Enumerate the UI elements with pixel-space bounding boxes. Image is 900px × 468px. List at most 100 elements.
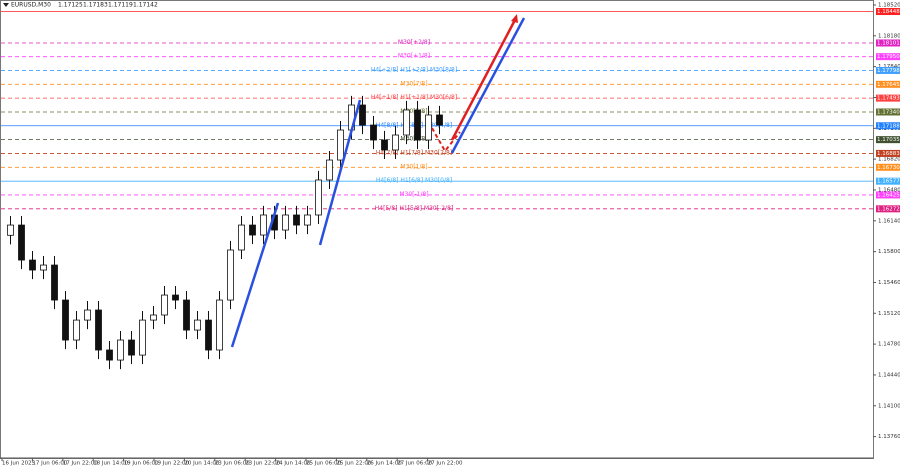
candle-body	[315, 179, 322, 216]
y-tick-label: 1.18180	[878, 33, 900, 39]
level-name: M30[1/8]	[400, 163, 427, 170]
candle-body	[238, 224, 245, 251]
level-tag	[876, 39, 900, 47]
level-tag	[876, 94, 900, 102]
level-name: H4[8/8] H1[8/8] M30[4/8]	[376, 122, 452, 129]
candle-body	[326, 159, 333, 181]
level-tag	[876, 136, 900, 144]
candle-body	[403, 109, 410, 136]
candle-body	[260, 214, 267, 236]
level-tag	[876, 163, 900, 171]
x-tick-label: 19 Jun 22:00	[154, 461, 189, 467]
candle-body	[194, 319, 201, 331]
level-name: M30[3/8]	[400, 136, 427, 143]
level-tag	[876, 149, 900, 157]
candle-body	[381, 139, 388, 151]
candle-body	[414, 109, 421, 141]
x-tick-label: 16 Jun 2025	[2, 461, 36, 467]
level-label: 1.16883	[877, 151, 900, 157]
ohlc-value: 1.17183	[83, 2, 108, 9]
candle-body	[117, 339, 124, 361]
x-tick-label: 26 Jun 14:00	[367, 461, 402, 467]
level-label: 1.17340	[877, 109, 900, 115]
level-tag	[876, 66, 900, 74]
candle-body	[73, 319, 80, 341]
candle-body	[172, 294, 179, 301]
level-tag	[876, 53, 900, 61]
level-tag	[876, 122, 900, 130]
level-name: H4[+1/8] H1[+1/8] M30[6/8]	[371, 94, 457, 101]
x-tick-label: 27 Jun 06:00	[397, 461, 432, 467]
x-tick-label: 17 Jun 06:00	[32, 461, 67, 467]
ohlc-value: 1.17142	[133, 2, 158, 9]
candle-body	[436, 114, 443, 126]
x-tick-label: 24 Jun 14:00	[276, 461, 311, 467]
x-tick-label: 25 Jun 22:00	[336, 461, 371, 467]
y-tick-label: 1.14440	[878, 372, 900, 378]
trend-line	[318, 99, 362, 246]
level-name: H4[6/8] H1[6/8] M30[0/8]	[376, 177, 452, 184]
candle-body	[128, 339, 135, 356]
x-tick-label: 18 Jun 14:00	[93, 461, 128, 467]
level-label: 1.17645	[877, 82, 900, 88]
level-tag	[876, 8, 900, 16]
level-tag	[876, 177, 900, 185]
candle-body	[106, 349, 113, 361]
x-tick-label: 27 Jun 22:00	[428, 461, 463, 467]
candle-body	[161, 294, 168, 316]
levels: M30[+2/8] M30[+1/8] H4[+2/8] H1[+2/8] M30[…	[1, 11, 873, 212]
x-tick-label: 19 Jun 06:00	[124, 461, 159, 467]
level-label: 1.18101	[877, 40, 900, 46]
level-label: 1.16730	[877, 165, 900, 171]
y-tick-label: 1.15460	[878, 280, 900, 286]
projection	[230, 14, 526, 348]
menu-icon	[3, 3, 9, 7]
x-tick-label: 17 Jun 22:00	[63, 461, 98, 467]
level-name: M30[+2/8]	[398, 39, 430, 46]
level-label: 1.16425	[877, 192, 900, 198]
candle-body	[282, 214, 289, 231]
candle-body	[62, 299, 69, 341]
level-label: 1.16272	[877, 206, 900, 212]
candle-body	[392, 134, 399, 151]
y-tick-label: 1.15120	[878, 311, 900, 317]
candle-body	[359, 104, 366, 126]
level-name: M30[5/8]	[400, 108, 427, 115]
level-tag	[876, 191, 900, 199]
arrow-head	[511, 14, 518, 23]
candle-body	[150, 314, 157, 321]
y-tick-label: 1.14780	[878, 342, 900, 348]
level-label: 1.17950	[877, 54, 900, 60]
level-name: M30[7/8]	[400, 80, 427, 87]
x-tick-label: 25 Jun 06:00	[306, 461, 341, 467]
y-tick-label: 1.13760	[878, 434, 900, 440]
candle-body	[51, 264, 58, 301]
plot-frame	[0, 0, 874, 459]
level-name: H4[5/8] H1[5/8] M30[-2/8]	[375, 205, 453, 212]
forecast-line	[450, 17, 518, 141]
level-tag	[876, 108, 900, 116]
trend-line	[230, 202, 280, 348]
candle-body	[205, 319, 212, 351]
y-tick-label: 1.16820	[878, 157, 900, 163]
ohlc-value: 1.17125	[58, 2, 83, 9]
candle-body	[84, 309, 91, 321]
level-label: 1.17035	[877, 137, 900, 143]
candle-body	[337, 129, 344, 161]
level-name: H4[+2/8] H1[+2/8] M30[8/8]	[371, 66, 457, 73]
candle-body	[183, 299, 190, 331]
level-name: M30[-1/8]	[399, 191, 428, 198]
level-tag	[876, 80, 900, 88]
level-name: H4[7/8] H1[7/8] M30[2/8]	[376, 149, 452, 156]
level-label: 1.17493	[877, 96, 900, 102]
trend-line	[450, 17, 526, 154]
candle-body	[139, 319, 146, 356]
candle-body	[304, 214, 311, 226]
candle-body	[227, 249, 234, 301]
candle-body	[29, 259, 36, 271]
y-tick-label: 1.16140	[878, 218, 900, 224]
candle-body	[216, 299, 223, 351]
level-name: M30[+1/8]	[398, 53, 430, 60]
